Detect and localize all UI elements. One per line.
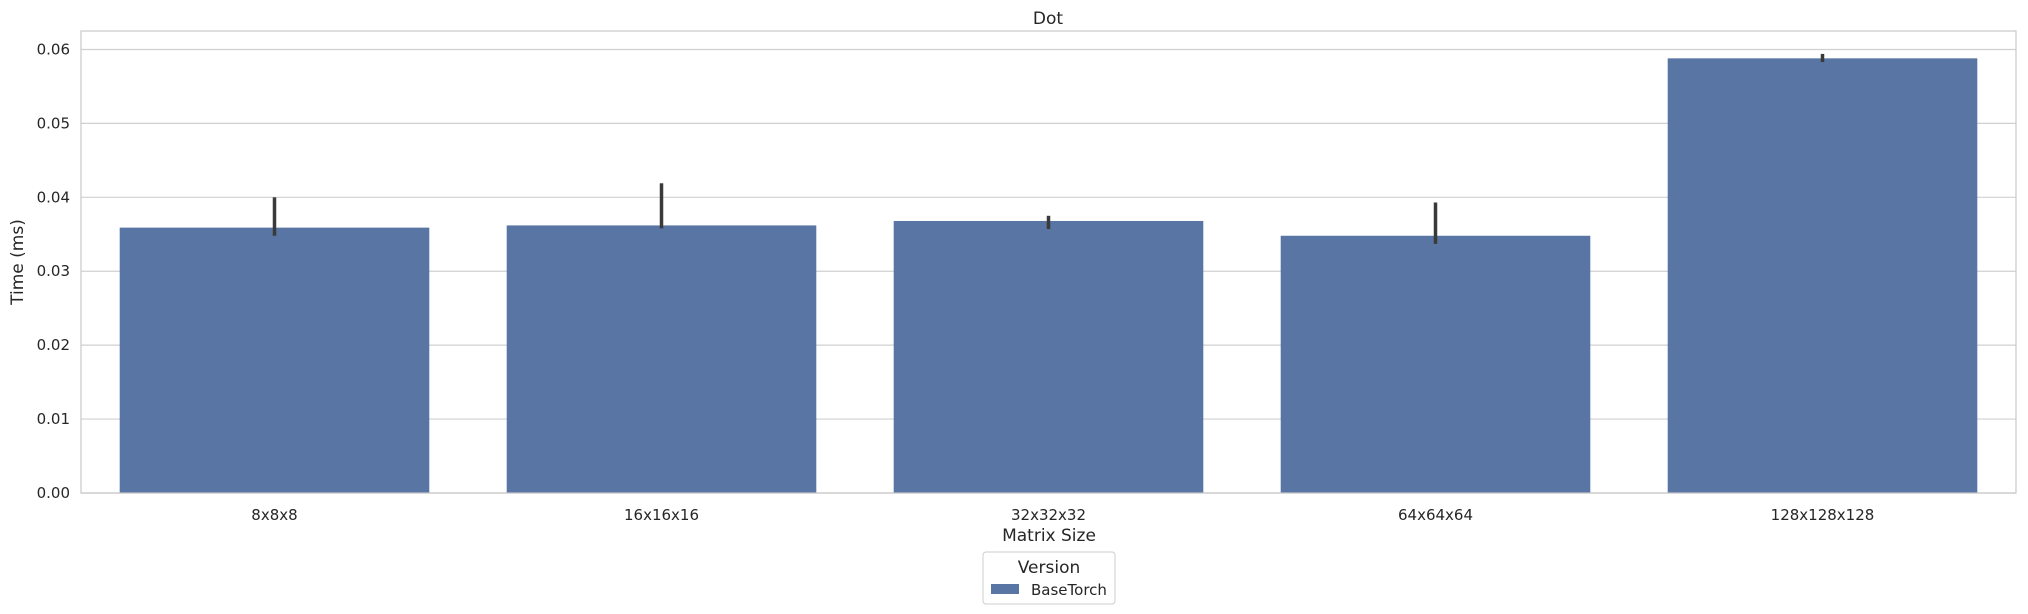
y-tick-label: 0.06 — [37, 40, 70, 58]
error-bars — [272, 53, 1825, 244]
bar — [1667, 58, 1978, 493]
legend-swatch — [991, 584, 1019, 594]
bar — [119, 227, 430, 493]
chart-title: Dot — [1033, 9, 1063, 29]
bar — [893, 220, 1204, 493]
y-tick-label: 0.02 — [37, 336, 70, 354]
plot-frame — [80, 30, 2017, 494]
y-axis-title: Time (ms) — [8, 219, 28, 306]
y-tick-label: 0.03 — [37, 262, 70, 280]
y-tick-labels: 0.00 0.01 0.02 0.03 0.04 0.05 0.06 — [37, 40, 70, 502]
x-axis-title: Matrix Size — [1002, 526, 1096, 546]
x-tick-label: 64x64x64 — [1398, 506, 1473, 524]
y-tick-label: 0.04 — [37, 188, 70, 206]
legend-title: Version — [1018, 558, 1081, 578]
bar — [1280, 235, 1591, 493]
x-tick-label: 32x32x32 — [1011, 506, 1086, 524]
bar — [506, 225, 817, 493]
x-tick-label: 8x8x8 — [251, 506, 297, 524]
legend: Version BaseTorch — [982, 551, 1116, 605]
y-tick-label: 0.05 — [37, 114, 70, 132]
y-tick-label: 0.00 — [37, 484, 70, 502]
x-tick-labels: 8x8x8 16x16x16 32x32x32 64x64x64 128x128x128 — [251, 506, 1874, 524]
x-tick-label: 128x128x128 — [1771, 506, 1875, 524]
bars — [119, 58, 1978, 493]
x-tick-label: 16x16x16 — [624, 506, 699, 524]
legend-label-basetorch: BaseTorch — [1031, 581, 1107, 599]
y-tick-label: 0.01 — [37, 410, 70, 428]
